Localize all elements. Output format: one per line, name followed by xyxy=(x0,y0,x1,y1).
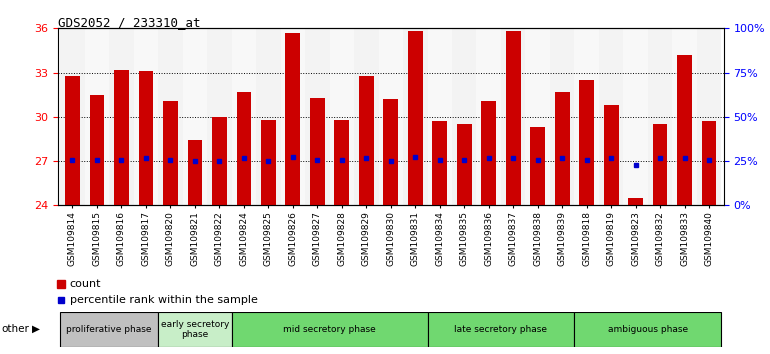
Bar xyxy=(310,98,325,205)
Bar xyxy=(697,28,721,205)
Bar xyxy=(232,28,256,205)
Bar xyxy=(604,105,618,205)
Bar xyxy=(354,28,379,205)
Bar xyxy=(261,120,276,205)
Bar xyxy=(452,28,477,205)
Bar xyxy=(653,124,668,205)
Bar xyxy=(188,141,203,205)
Bar xyxy=(599,28,624,205)
Bar xyxy=(457,124,471,205)
Bar xyxy=(628,198,643,205)
Bar xyxy=(359,75,373,205)
Bar xyxy=(383,99,398,205)
Text: GDS2052 / 233310_at: GDS2052 / 233310_at xyxy=(58,16,200,29)
Bar xyxy=(256,28,280,205)
Bar xyxy=(574,312,721,347)
Bar xyxy=(65,75,80,205)
Bar xyxy=(555,92,570,205)
Text: other: other xyxy=(2,324,29,334)
Bar xyxy=(672,28,697,205)
Bar xyxy=(207,28,232,205)
Bar xyxy=(574,28,599,205)
Bar xyxy=(330,28,354,205)
Bar xyxy=(163,101,178,205)
Bar xyxy=(114,70,129,205)
Bar xyxy=(427,28,452,205)
Bar xyxy=(531,127,545,205)
Bar xyxy=(624,28,648,205)
Bar xyxy=(477,28,501,205)
Bar xyxy=(525,28,550,205)
Text: ambiguous phase: ambiguous phase xyxy=(608,325,688,334)
Bar xyxy=(89,95,104,205)
Text: ▶: ▶ xyxy=(32,324,40,334)
Bar xyxy=(550,28,574,205)
Bar xyxy=(232,312,427,347)
Text: late secretory phase: late secretory phase xyxy=(454,325,547,334)
Bar xyxy=(701,121,716,205)
Bar xyxy=(305,28,330,205)
Bar xyxy=(280,28,305,205)
Text: count: count xyxy=(70,279,101,289)
Bar xyxy=(286,33,300,205)
Bar xyxy=(678,55,692,205)
Bar xyxy=(427,312,574,347)
Bar xyxy=(212,117,226,205)
Text: percentile rank within the sample: percentile rank within the sample xyxy=(70,295,258,305)
Bar xyxy=(408,31,423,205)
Bar xyxy=(379,28,403,205)
Text: proliferative phase: proliferative phase xyxy=(66,325,152,334)
Bar xyxy=(134,28,158,205)
Bar xyxy=(506,31,521,205)
Bar xyxy=(139,71,153,205)
Text: early secretory
phase: early secretory phase xyxy=(161,320,229,339)
Bar xyxy=(182,28,207,205)
Bar xyxy=(60,312,158,347)
Bar xyxy=(334,120,349,205)
Bar xyxy=(109,28,134,205)
Bar xyxy=(236,92,251,205)
Bar xyxy=(648,28,672,205)
Bar xyxy=(501,28,525,205)
Bar xyxy=(481,101,496,205)
Bar xyxy=(403,28,427,205)
Bar xyxy=(60,28,85,205)
Bar xyxy=(85,28,109,205)
Bar xyxy=(433,121,447,205)
Bar xyxy=(158,28,182,205)
Bar xyxy=(579,80,594,205)
Text: mid secretory phase: mid secretory phase xyxy=(283,325,376,334)
Bar xyxy=(158,312,232,347)
